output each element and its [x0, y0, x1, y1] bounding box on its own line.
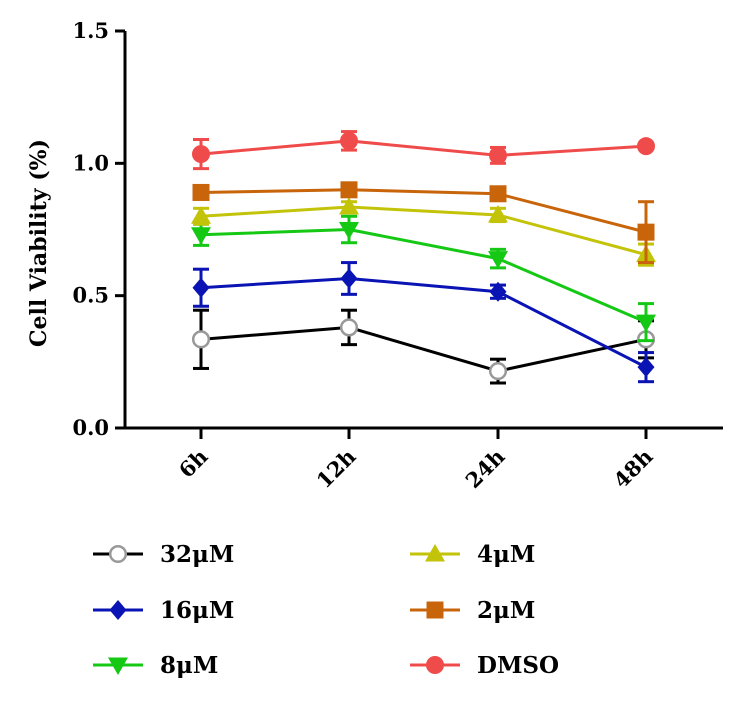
data-point-marker — [340, 181, 358, 199]
series-3 — [191, 197, 656, 267]
data-point-marker — [192, 145, 210, 164]
data-point-marker — [488, 362, 508, 381]
series-line — [200, 139, 647, 157]
series-1 — [192, 261, 655, 384]
data-point-marker — [489, 185, 507, 203]
data-point-marker — [488, 251, 508, 269]
y-tick-label: 1.5 — [72, 18, 109, 43]
data-point-marker — [192, 277, 210, 298]
y-axis-title: Cell Viability (%) — [26, 139, 52, 347]
legend-item: 32μM — [93, 541, 234, 568]
series-line — [200, 227, 647, 324]
data-point-marker — [636, 314, 656, 333]
series-4 — [192, 181, 655, 265]
data-point-marker — [192, 183, 210, 201]
series-line — [200, 205, 647, 257]
series-line — [200, 276, 647, 369]
data-point-marker — [340, 268, 358, 289]
axes: 0.0 0.5 1.0 1.5 6h 12h 24h 48h — [72, 18, 723, 493]
legend-item: 16μM — [93, 597, 234, 624]
series-0 — [191, 308, 656, 385]
x-tick-label: 6h — [174, 444, 213, 483]
data-point-marker — [489, 146, 507, 165]
series-2 — [191, 214, 656, 343]
data-point-marker — [489, 281, 507, 302]
legend-item: 4μM — [410, 541, 535, 568]
legend-label: 16μM — [160, 597, 234, 624]
x-tick-label: 24h — [460, 444, 509, 493]
data-point-marker — [191, 330, 211, 349]
y-tick-label: 0.5 — [72, 283, 109, 308]
y-tick-label: 1.0 — [72, 150, 109, 175]
data-point-marker — [109, 600, 127, 620]
legend-label: 4μM — [477, 541, 535, 568]
data-point-marker — [339, 222, 359, 240]
data-point-marker — [425, 544, 445, 562]
legend-item: 8μM — [93, 652, 218, 679]
data-point-marker — [637, 223, 655, 241]
legend-label: DMSO — [477, 652, 559, 679]
data-point-marker — [191, 206, 211, 224]
data-point-marker — [426, 656, 444, 674]
data-point-marker — [340, 131, 358, 150]
legend: 32μM 16μM 8μM 4μM 2μM DMSO — [93, 541, 559, 679]
x-tick-label: 48h — [608, 444, 657, 493]
series-line — [200, 325, 647, 373]
y-tick-label: 0.0 — [72, 415, 109, 440]
legend-label: 8μM — [160, 652, 218, 679]
data-point-marker — [488, 204, 508, 223]
data-point-marker — [637, 137, 655, 156]
series-line — [200, 188, 647, 234]
data-point-marker — [637, 357, 655, 378]
series-5 — [192, 130, 655, 171]
data-point-marker — [426, 601, 444, 619]
data-point-marker — [108, 657, 128, 675]
legend-label: 32μM — [160, 541, 234, 568]
x-tick-label: 12h — [311, 444, 360, 493]
series-layer — [191, 130, 656, 385]
data-point-marker — [339, 197, 359, 215]
data-point-marker — [191, 227, 211, 245]
legend-item: 2μM — [410, 597, 535, 624]
legend-label: 2μM — [477, 597, 535, 624]
data-point-marker — [108, 544, 128, 564]
data-point-marker — [339, 318, 359, 337]
legend-item: DMSO — [410, 652, 559, 679]
